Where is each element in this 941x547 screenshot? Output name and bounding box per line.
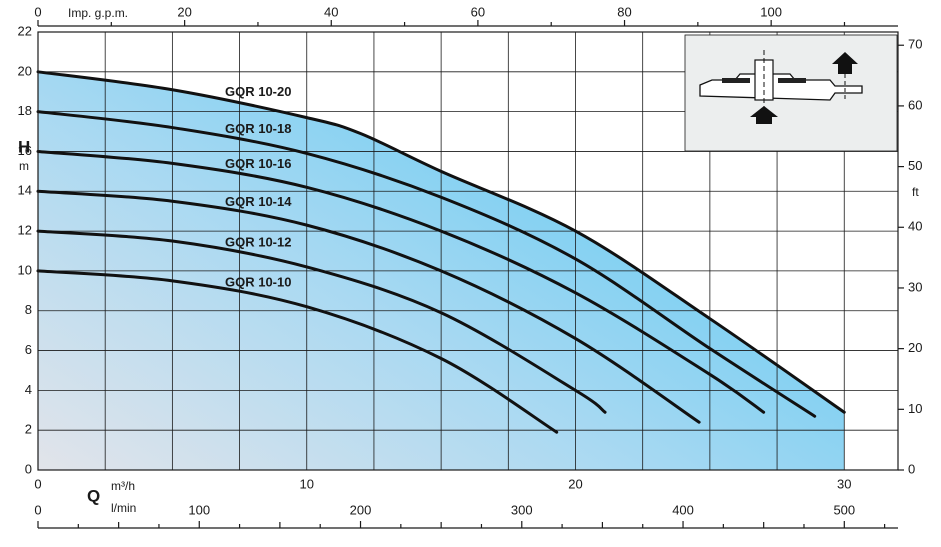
- curve-layer: GQR 10-20 GQR 10-18 GQR 10-16 GQR 10-14 GQR …: [36, 70, 846, 434]
- x-tick-label: 20: [568, 476, 582, 491]
- x2-tick-label: 60: [471, 4, 485, 19]
- x-tick-label: 30: [837, 476, 851, 491]
- y-axis-label: H: [18, 137, 30, 156]
- y-tick-label: 20: [18, 63, 32, 78]
- plot-frame: [37, 31, 899, 471]
- pump-curve: [36, 70, 846, 414]
- inlet-arrow: [750, 106, 778, 124]
- curve-label: GQR 10-20: [225, 84, 291, 99]
- y2-tick-label: 20: [908, 340, 922, 355]
- y-tick-label: 18: [18, 103, 32, 118]
- y-tick-label: 12: [18, 223, 32, 238]
- curve-label: GQR 10-16: [225, 156, 291, 171]
- x3-axis-label: l/min: [111, 501, 136, 515]
- y2-tick-label: 0: [908, 461, 915, 476]
- x2-tick-label: 0: [34, 4, 41, 19]
- curve-label: GQR 10-12: [225, 235, 291, 250]
- pump-curve: [36, 189, 701, 424]
- x-tick-label: 0: [34, 476, 41, 491]
- y2-tick-label: 50: [908, 158, 922, 173]
- y-tick-label: 0: [25, 461, 32, 476]
- impeller-right: [778, 78, 806, 83]
- y-tick-label: 2: [25, 422, 32, 437]
- x3-tick-label: 500: [833, 502, 855, 517]
- curve-label: GQR 10-10: [225, 274, 291, 289]
- pump-curve: [36, 269, 559, 434]
- x2-tick-label: 20: [177, 4, 191, 19]
- y-tick-label: 22: [18, 23, 32, 38]
- x-axis-label: Q: [87, 486, 100, 505]
- x3-tick-label: 100: [188, 502, 210, 517]
- x2-tick-label: 100: [760, 4, 782, 19]
- y-tick-label: 8: [25, 302, 32, 317]
- y2-axis-label: ft: [912, 185, 919, 199]
- y2-tick-label: 40: [908, 219, 922, 234]
- outlet-arrow: [832, 52, 858, 74]
- x-tick-label: 10: [300, 476, 314, 491]
- x2-tick-label: 40: [324, 4, 338, 19]
- y2-tick-label: 60: [908, 97, 922, 112]
- curve-label: GQR 10-14: [225, 194, 292, 209]
- y-tick-label: 14: [18, 183, 32, 198]
- y-tick-label: 6: [25, 342, 32, 357]
- pump-curve: [36, 149, 766, 414]
- x-axis-unit: m³/h: [111, 479, 135, 493]
- y2-tick-label: 70: [908, 37, 922, 52]
- x2-tick-label: 80: [617, 4, 631, 19]
- impeller-left: [722, 78, 750, 83]
- x3-tick-label: 300: [511, 502, 533, 517]
- y-tick-label: 4: [25, 382, 32, 397]
- y2-tick-label: 30: [908, 279, 922, 294]
- curve-label: GQR 10-18: [225, 121, 291, 136]
- y2-tick-label: 10: [908, 401, 922, 416]
- y-tick-label: 16: [18, 143, 32, 158]
- pump-curve: [36, 110, 817, 418]
- x3-tick-label: 0: [34, 502, 41, 517]
- x3-tick-label: 200: [350, 502, 372, 517]
- inset-diagram: [684, 34, 898, 152]
- pump-curve: [36, 229, 607, 414]
- y-axis-unit: m: [19, 159, 29, 173]
- x3-tick-label: 400: [672, 502, 694, 517]
- x2-axis-label: Imp. g.p.m.: [68, 6, 128, 20]
- y-tick-label: 10: [18, 262, 32, 277]
